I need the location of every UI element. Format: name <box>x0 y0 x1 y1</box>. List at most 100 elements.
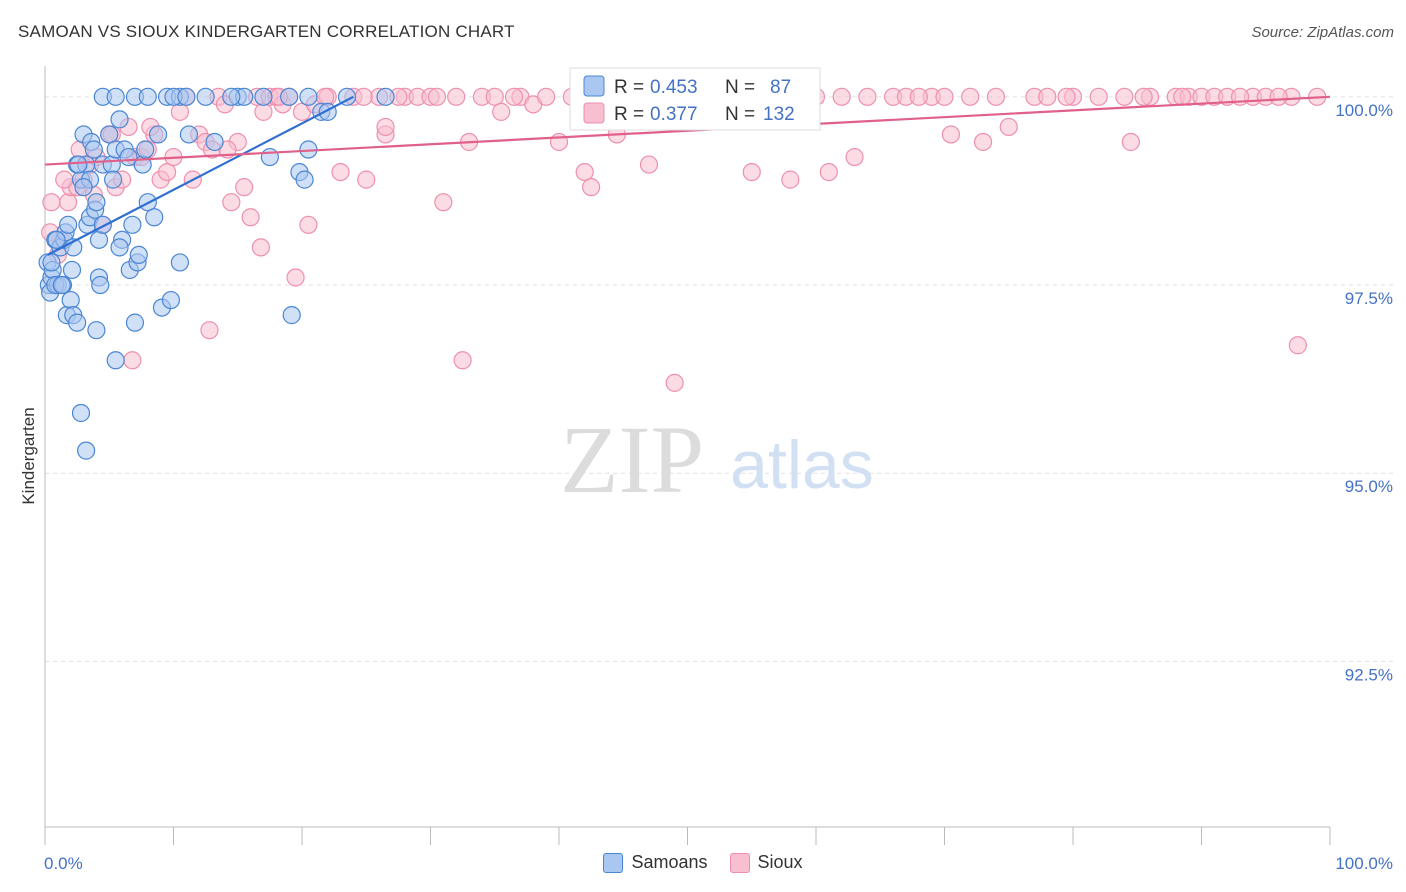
samoans-point-42 <box>89 230 109 249</box>
y-tick-labels: 100.0% 97.5% 95.0% 92.5% <box>1335 101 1393 685</box>
sioux-point-124 <box>354 87 373 106</box>
legend-n-label-samoans: N = <box>725 77 755 98</box>
sioux-point-131 <box>986 87 1006 106</box>
legend-r-label-samoans: R = <box>614 77 644 98</box>
samoans-point-69 <box>205 132 224 152</box>
samoans-point-48 <box>102 155 121 174</box>
samoans-point-49 <box>104 170 123 189</box>
bottom-legend: Samoans Sioux <box>0 852 1406 873</box>
bottom-legend-swatch-sioux <box>729 852 750 873</box>
x-tick-label-max: 100.0% <box>1335 854 1393 873</box>
sioux-point-83 <box>935 87 954 106</box>
sioux-point-3 <box>59 193 78 212</box>
samoans-point-51 <box>106 351 125 370</box>
samoans-point-82 <box>42 253 61 272</box>
samoans-point-6 <box>196 87 215 106</box>
sioux-point-31 <box>241 208 260 227</box>
legend-n-label-sioux: N = <box>725 104 755 125</box>
sioux-point-103 <box>1288 336 1307 355</box>
legend-swatch-samoans <box>583 75 605 97</box>
bottom-legend-label-sioux: Sioux <box>757 852 803 872</box>
samoans-point-81 <box>59 215 78 234</box>
sioux-point-67 <box>639 155 659 174</box>
y-axis-title: Kindergarten <box>19 407 38 504</box>
sioux-point-89 <box>1038 87 1057 106</box>
sioux-point-77 <box>832 87 851 106</box>
y-tick-label-0: 100.0% <box>1335 101 1393 120</box>
y-tick-label-3: 92.5% <box>1345 665 1393 684</box>
legend-r-label-sioux: R = <box>614 104 644 125</box>
samoans-point-3 <box>138 87 157 106</box>
legend-n-value-sioux: 132 <box>763 104 795 125</box>
samoans-point-38 <box>84 140 103 159</box>
sioux-point-62 <box>575 162 594 182</box>
bottom-legend-item-samoans: Samoans <box>603 852 708 873</box>
sioux-point-126 <box>427 87 447 106</box>
samoans-point-40 <box>87 193 106 212</box>
sioux-trend-line <box>44 95 1331 166</box>
sioux-point-115 <box>909 87 928 106</box>
samoans-point-9 <box>254 87 273 106</box>
samoans-point-10 <box>222 87 241 106</box>
watermark-zip: ZIP <box>560 406 704 513</box>
sioux-point-59 <box>537 87 556 106</box>
sioux-point-135 <box>1269 87 1288 106</box>
x-tick-label-min: 0.0% <box>44 854 83 873</box>
sioux-point-84 <box>941 125 961 144</box>
sioux-point-55 <box>485 87 504 106</box>
sioux-point-51 <box>434 193 453 212</box>
sioux-point-105 <box>55 170 74 189</box>
sioux-point-108 <box>200 321 219 340</box>
sioux-point-92 <box>1115 87 1134 106</box>
samoans-point-67 <box>170 253 190 272</box>
sioux-point-87 <box>999 117 1018 137</box>
sioux-point-75 <box>781 170 800 189</box>
sioux-point-127 <box>504 87 524 106</box>
sioux-point-52 <box>447 87 466 106</box>
sioux-point-43 <box>331 162 350 182</box>
sioux-point-60 <box>549 132 569 152</box>
samoans-point-87 <box>119 147 138 167</box>
samoans-point-11 <box>280 87 299 106</box>
sioux-point-69 <box>665 373 684 392</box>
samoans-point-1 <box>106 87 125 106</box>
samoans-point-45 <box>93 215 112 234</box>
samoans-point-27 <box>62 260 82 280</box>
samoans-point-26 <box>61 290 80 310</box>
y-tick-label-1: 97.5% <box>1345 289 1393 308</box>
samoans-point-63 <box>145 208 164 227</box>
sioux-point-33 <box>254 102 273 121</box>
samoans-point-70 <box>260 147 279 167</box>
samoans-point-66 <box>161 290 181 310</box>
samoans-point-71 <box>282 306 301 325</box>
sioux-point-86 <box>973 132 993 152</box>
samoans-point-68 <box>179 125 199 144</box>
stats-legend-box <box>569 67 821 131</box>
sioux-point-110 <box>376 117 395 137</box>
samoans-point-41 <box>87 321 106 340</box>
watermark-atlas: atlas <box>730 427 874 503</box>
samoans-point-12 <box>299 87 318 106</box>
samoans-point-47 <box>100 125 119 144</box>
samoans-point-61 <box>136 140 155 159</box>
trend-lines <box>44 95 1331 256</box>
samoans-point-78 <box>77 441 96 460</box>
axes <box>44 66 1331 845</box>
samoans-point-56 <box>123 215 142 234</box>
samoans-point-73 <box>295 170 314 189</box>
samoans-point-44 <box>91 275 110 295</box>
sioux-point-113 <box>742 162 761 182</box>
sioux-point-30 <box>235 178 254 197</box>
bottom-legend-item-sioux: Sioux <box>729 852 803 873</box>
sioux-point-40 <box>299 215 318 234</box>
sioux-point-63 <box>582 178 601 197</box>
y-tick-label-2: 95.0% <box>1345 477 1393 496</box>
watermark: ZIP atlas <box>560 406 874 513</box>
samoans-point-57 <box>125 313 145 332</box>
sioux-point-123 <box>316 87 335 106</box>
sioux-point-91 <box>1089 87 1108 106</box>
samoans-points <box>38 87 395 460</box>
samoans-point-52 <box>110 110 129 129</box>
sioux-point-111 <box>453 351 472 370</box>
